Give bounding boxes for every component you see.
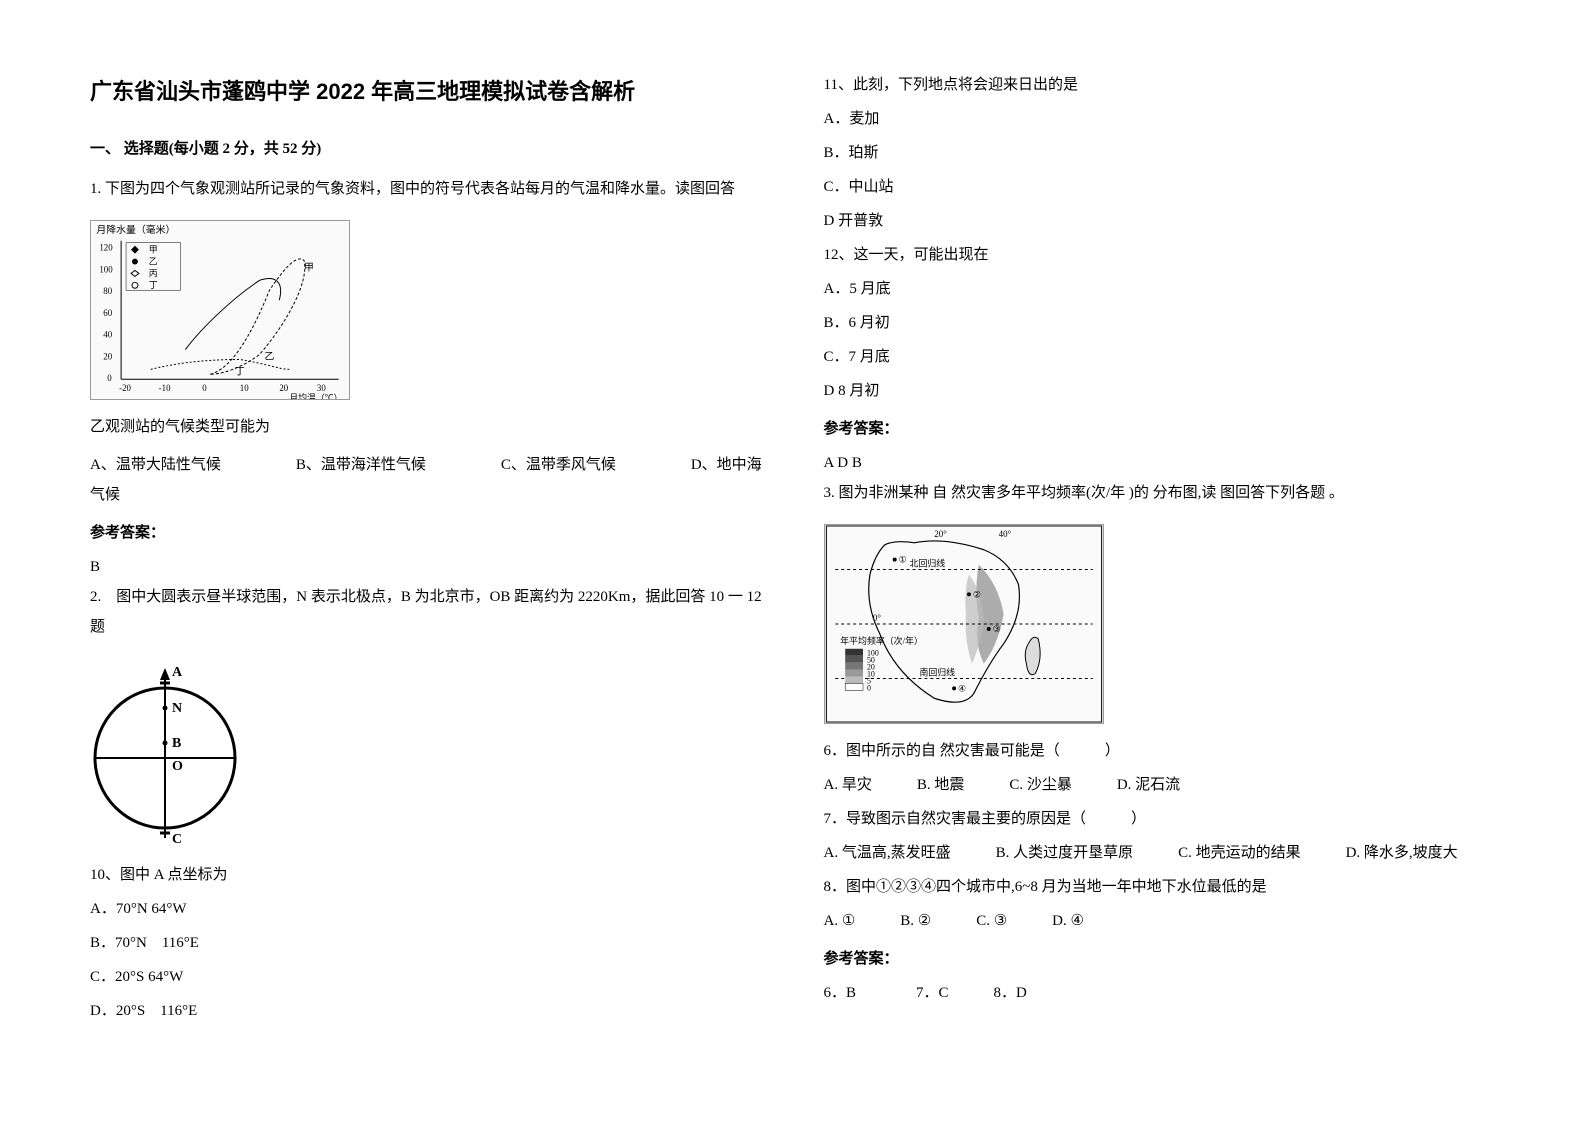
q2-q11: 11、此刻，下列地点将会迎来日出的是 — [824, 70, 1498, 100]
svg-text:80: 80 — [103, 286, 112, 296]
svg-text:10: 10 — [240, 383, 249, 393]
q3-q8opts: A. ① B. ② C. ③ D. ④ — [824, 906, 1498, 936]
q2-answer: A D B — [824, 448, 1498, 478]
svg-text:丁: 丁 — [235, 366, 245, 377]
svg-text:④: ④ — [958, 683, 966, 693]
svg-text:B: B — [172, 736, 181, 751]
q2-q11d: D 开普敦 — [824, 206, 1498, 236]
q2-chart: A N B O C — [90, 658, 240, 848]
svg-text:30: 30 — [317, 383, 326, 393]
q3-q6opts: A. 旱灾 B. 地震 C. 沙尘暴 D. 泥石流 — [824, 770, 1498, 800]
q3-stem: 3. 图为非洲某种 自 然灾害多年平均频率(次/年 )的 分布图,读 图回答下列… — [824, 478, 1498, 508]
q2-q11a: A．麦加 — [824, 104, 1498, 134]
q3-q7opts: A. 气温高,蒸发旺盛 B. 人类过度开垦草原 C. 地壳运动的结果 D. 降水… — [824, 838, 1498, 868]
svg-text:A: A — [172, 665, 183, 680]
q3-q7: 7．导致图示自然灾害最主要的原因是（ ） — [824, 804, 1498, 834]
svg-text:-10: -10 — [159, 383, 171, 393]
q2-q12c: C．7 月底 — [824, 342, 1498, 372]
q2-q11b: B．珀斯 — [824, 138, 1498, 168]
q1-ylabel: 月降水量（毫米） — [96, 223, 175, 236]
svg-text:40°: 40° — [998, 529, 1011, 539]
svg-text:0°: 0° — [872, 613, 880, 623]
svg-text:120: 120 — [99, 243, 113, 253]
q3-q6: 6．图中所示的自 然灾害最可能是（ ） — [824, 736, 1498, 766]
q2-q12d: D 8 月初 — [824, 376, 1498, 406]
q2-q11c: C．中山站 — [824, 172, 1498, 202]
svg-text:丙: 丙 — [149, 268, 158, 278]
q2-q10b: B．70°N 116°E — [90, 928, 764, 958]
q1-answer-label: 参考答案： — [90, 518, 764, 548]
q3-answer-label: 参考答案： — [824, 944, 1498, 974]
svg-text:-20: -20 — [119, 383, 131, 393]
svg-text:N: N — [172, 701, 182, 716]
svg-text:20°: 20° — [934, 529, 947, 539]
q2-q10d: D．20°S 116°E — [90, 996, 764, 1026]
svg-text:②: ② — [972, 589, 980, 599]
q1-xlabel: 月均温（℃） — [289, 392, 342, 399]
svg-text:0: 0 — [866, 683, 870, 692]
svg-text:年平均频率（次/年）: 年平均频率（次/年） — [840, 635, 923, 646]
q2-q12a: A．5 月底 — [824, 274, 1498, 304]
svg-text:①: ① — [898, 555, 906, 565]
svg-text:南回归线: 南回归线 — [919, 666, 955, 677]
q1-answer: B — [90, 552, 764, 582]
q3-q8: 8．图中①②③④四个城市中,6~8 月为当地一年中地下水位最低的是 — [824, 872, 1498, 902]
svg-text:甲: 甲 — [149, 245, 158, 255]
svg-text:O: O — [172, 759, 183, 774]
svg-text:40: 40 — [103, 330, 112, 340]
q2-q12: 12、这一天，可能出现在 — [824, 240, 1498, 270]
q1-sub: 乙观测站的气候类型可能为 — [90, 412, 764, 442]
svg-text:20: 20 — [279, 383, 288, 393]
q2-q12b: B．6 月初 — [824, 308, 1498, 338]
q3-answer: 6．B 7．C 8．D — [824, 978, 1498, 1008]
section-header: 一、 选择题(每小题 2 分，共 52 分) — [90, 134, 764, 164]
q2-answer-label: 参考答案： — [824, 414, 1498, 444]
svg-text:C: C — [172, 832, 182, 847]
q2-q10a: A．70°N 64°W — [90, 894, 764, 924]
q1-stem: 1. 下图为四个气象观测站所记录的气象资料，图中的符号代表各站每月的气温和降水量… — [90, 174, 764, 204]
svg-text:60: 60 — [103, 308, 112, 318]
svg-text:乙: 乙 — [265, 350, 275, 362]
q2-stem: 2. 图中大圆表示昼半球范围，N 表示北极点，B 为北京市，OB 距离约为 22… — [90, 582, 764, 642]
q3-chart: 北回归线 0° 南回归线 20° 40° ① ② ③ ④ 年平均频率（次/年） … — [824, 524, 1104, 724]
q1-chart: 月降水量（毫米） 120 100 80 60 40 20 0 -20 -10 0… — [90, 220, 350, 400]
q2-q10c: C．20°S 64°W — [90, 962, 764, 992]
svg-text:20: 20 — [103, 351, 112, 361]
svg-text:③: ③ — [992, 624, 1000, 634]
page-title: 广东省汕头市蓬鸥中学 2022 年高三地理模拟试卷含解析 — [90, 70, 764, 114]
q1-options: A、温带大陆性气候 B、温带海洋性气候 C、温带季风气候 D、地中海气候 — [90, 450, 764, 510]
svg-text:0: 0 — [107, 373, 112, 383]
svg-text:0: 0 — [202, 383, 207, 393]
svg-text:丁: 丁 — [149, 280, 158, 290]
svg-text:甲: 甲 — [304, 262, 314, 273]
svg-text:北回归线: 北回归线 — [909, 558, 945, 569]
q2-q10: 10、图中 A 点坐标为 — [90, 860, 764, 890]
svg-text:100: 100 — [99, 264, 113, 274]
svg-text:乙: 乙 — [149, 257, 158, 267]
